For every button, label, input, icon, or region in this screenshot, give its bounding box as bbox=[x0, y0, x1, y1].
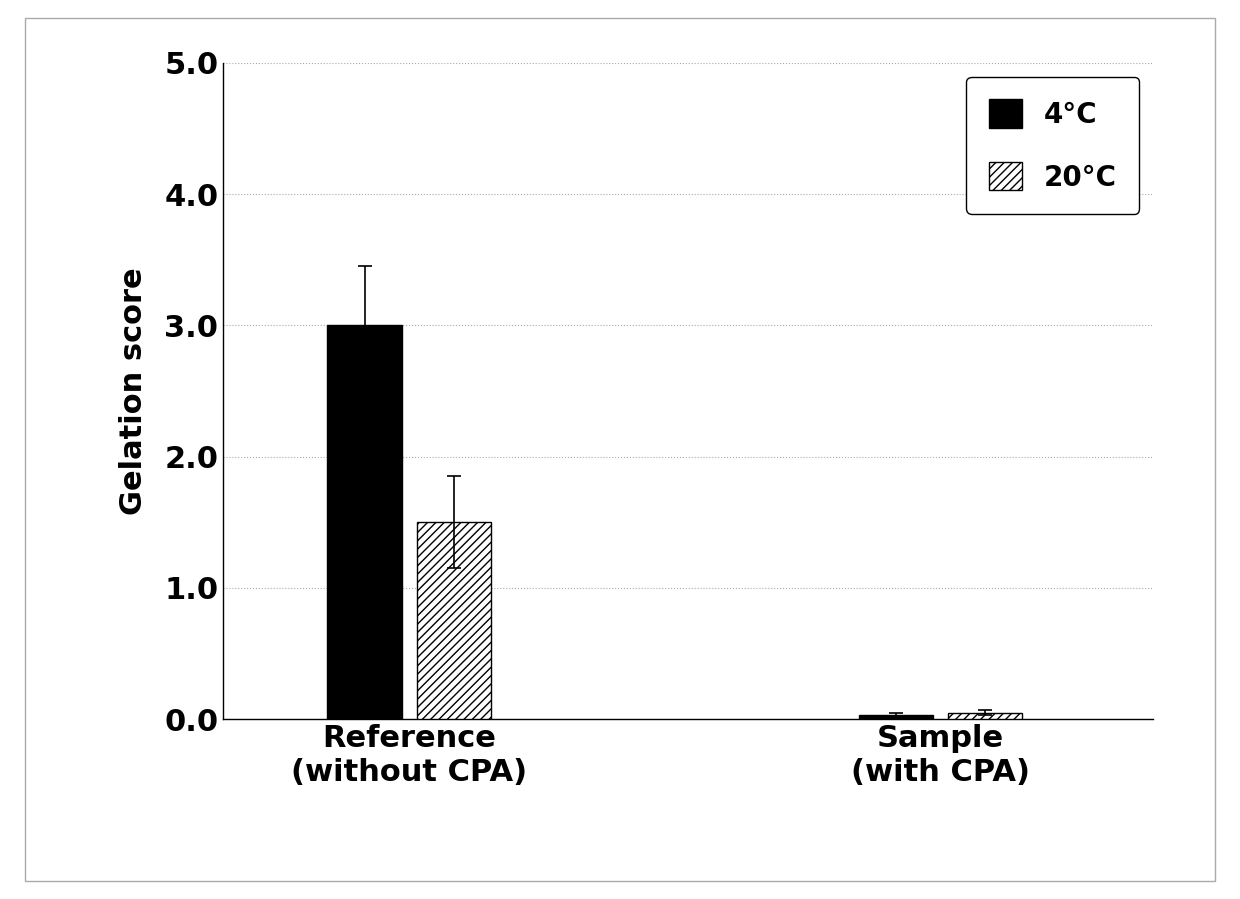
Y-axis label: Gelation score: Gelation score bbox=[119, 267, 148, 515]
Legend: 4°C, 20°C: 4°C, 20°C bbox=[966, 76, 1140, 214]
Bar bbox=[949, 713, 1023, 719]
Bar bbox=[327, 325, 402, 719]
Bar bbox=[417, 522, 491, 719]
Bar bbox=[859, 716, 934, 719]
